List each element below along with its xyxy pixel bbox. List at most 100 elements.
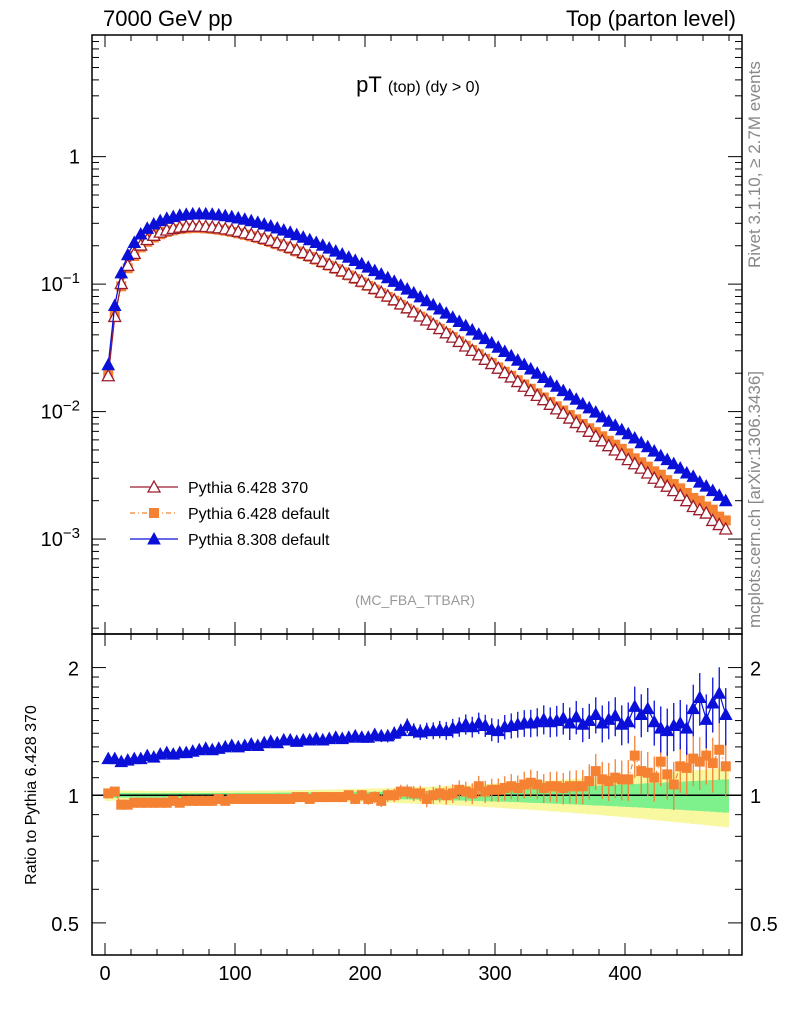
y-tick-label: 1 [69, 147, 80, 169]
data-point [673, 461, 688, 474]
data-point [705, 513, 720, 527]
ratio-data-point [590, 766, 601, 777]
ratio-series-pythia-8-308-default [101, 667, 733, 768]
legend-label: Pythia 6.428 default [188, 506, 330, 523]
data-point [328, 260, 343, 274]
ratio-data-point [694, 756, 705, 767]
data-point [335, 247, 350, 260]
data-point [679, 493, 694, 507]
data-point [432, 321, 447, 335]
data-point [595, 409, 610, 423]
data-point [523, 361, 538, 375]
data-point [335, 263, 350, 277]
data-point [497, 365, 512, 379]
data-point [445, 329, 460, 343]
data-point [341, 250, 356, 263]
ratio-data-point [621, 714, 636, 728]
data-point [374, 267, 389, 280]
data-point [400, 300, 415, 314]
data-point [699, 505, 714, 519]
data-point [517, 357, 532, 371]
data-point [575, 419, 590, 433]
ratio-data-point [608, 708, 623, 722]
legend-entry [130, 531, 178, 545]
data-point [484, 335, 499, 349]
data-point [712, 488, 727, 501]
data-point [575, 396, 590, 410]
ratio-data-point [679, 721, 694, 734]
data-point [491, 360, 506, 374]
data-point [556, 405, 571, 419]
data-point [640, 439, 655, 453]
ratio-data-point [627, 699, 642, 712]
ratio-data-point [478, 718, 493, 732]
data-point [679, 465, 694, 479]
data-point [621, 426, 636, 440]
ratio-data-point [686, 701, 701, 715]
data-point [543, 396, 558, 410]
data-point [504, 369, 519, 383]
data-point [640, 465, 655, 479]
ratio-data-point [584, 776, 595, 787]
data-point [556, 383, 571, 397]
data-point [367, 281, 382, 295]
ratio-data-point [705, 695, 720, 709]
data-point [653, 448, 668, 462]
data-point [101, 357, 116, 371]
data-point [478, 331, 493, 345]
data-point [484, 356, 499, 370]
data-point [114, 265, 129, 279]
data-point [614, 422, 629, 436]
x-tick-label: 100 [218, 963, 251, 985]
data-point [107, 298, 122, 312]
data-point [387, 274, 402, 287]
data-point [562, 387, 577, 401]
data-point [712, 517, 727, 531]
ratio-data-point [556, 711, 571, 724]
data-point [543, 374, 558, 388]
ratio-data-point [718, 707, 733, 721]
data-point [445, 310, 460, 323]
legend-entry [130, 479, 178, 493]
data-point [432, 301, 447, 315]
data-point [406, 304, 421, 318]
data-point [497, 344, 512, 358]
data-point [341, 266, 356, 280]
data-point [367, 263, 382, 277]
data-point [673, 488, 688, 502]
data-point [517, 378, 532, 392]
data-point [601, 414, 616, 427]
ratio-data-point [562, 715, 577, 729]
data-point [692, 502, 707, 516]
ratio-data-point [623, 774, 634, 785]
data-point [361, 277, 376, 291]
data-point [322, 241, 337, 254]
mcplots-reference-label: mcplots.cern.ch [arXiv:1306.3436] [745, 370, 764, 628]
series-line [107, 227, 727, 521]
data-point [562, 410, 577, 424]
ratio-data-point [569, 709, 584, 723]
ratio-y-tick-label-right: 1 [750, 786, 761, 808]
series-pythia-8-308-default [101, 206, 733, 507]
ratio-y-tick-label-left: 2 [68, 659, 79, 681]
ratio-data-point [400, 718, 415, 732]
ratio-y-tick-label-left: 1 [68, 786, 79, 808]
legend-label: Pythia 8.308 default [188, 532, 330, 549]
ratio-data-point [582, 713, 597, 727]
data-point [458, 338, 473, 352]
ratio-data-point [473, 781, 484, 792]
ratio-data-point [681, 762, 692, 773]
data-point [647, 444, 662, 457]
ratio-y-tick-label-left: 0.5 [51, 914, 79, 936]
ratio-y-tick-label-right: 0.5 [750, 914, 778, 936]
data-point [510, 353, 525, 366]
data-point [400, 282, 415, 295]
y-tick-label: 10−1 [41, 270, 80, 296]
ratio-data-point [107, 751, 122, 765]
ratio-y-tick-label-right: 2 [750, 659, 761, 681]
data-point [510, 374, 525, 388]
legend-entry [130, 508, 178, 518]
ratio-data-point [668, 779, 679, 790]
data-point [614, 447, 629, 461]
